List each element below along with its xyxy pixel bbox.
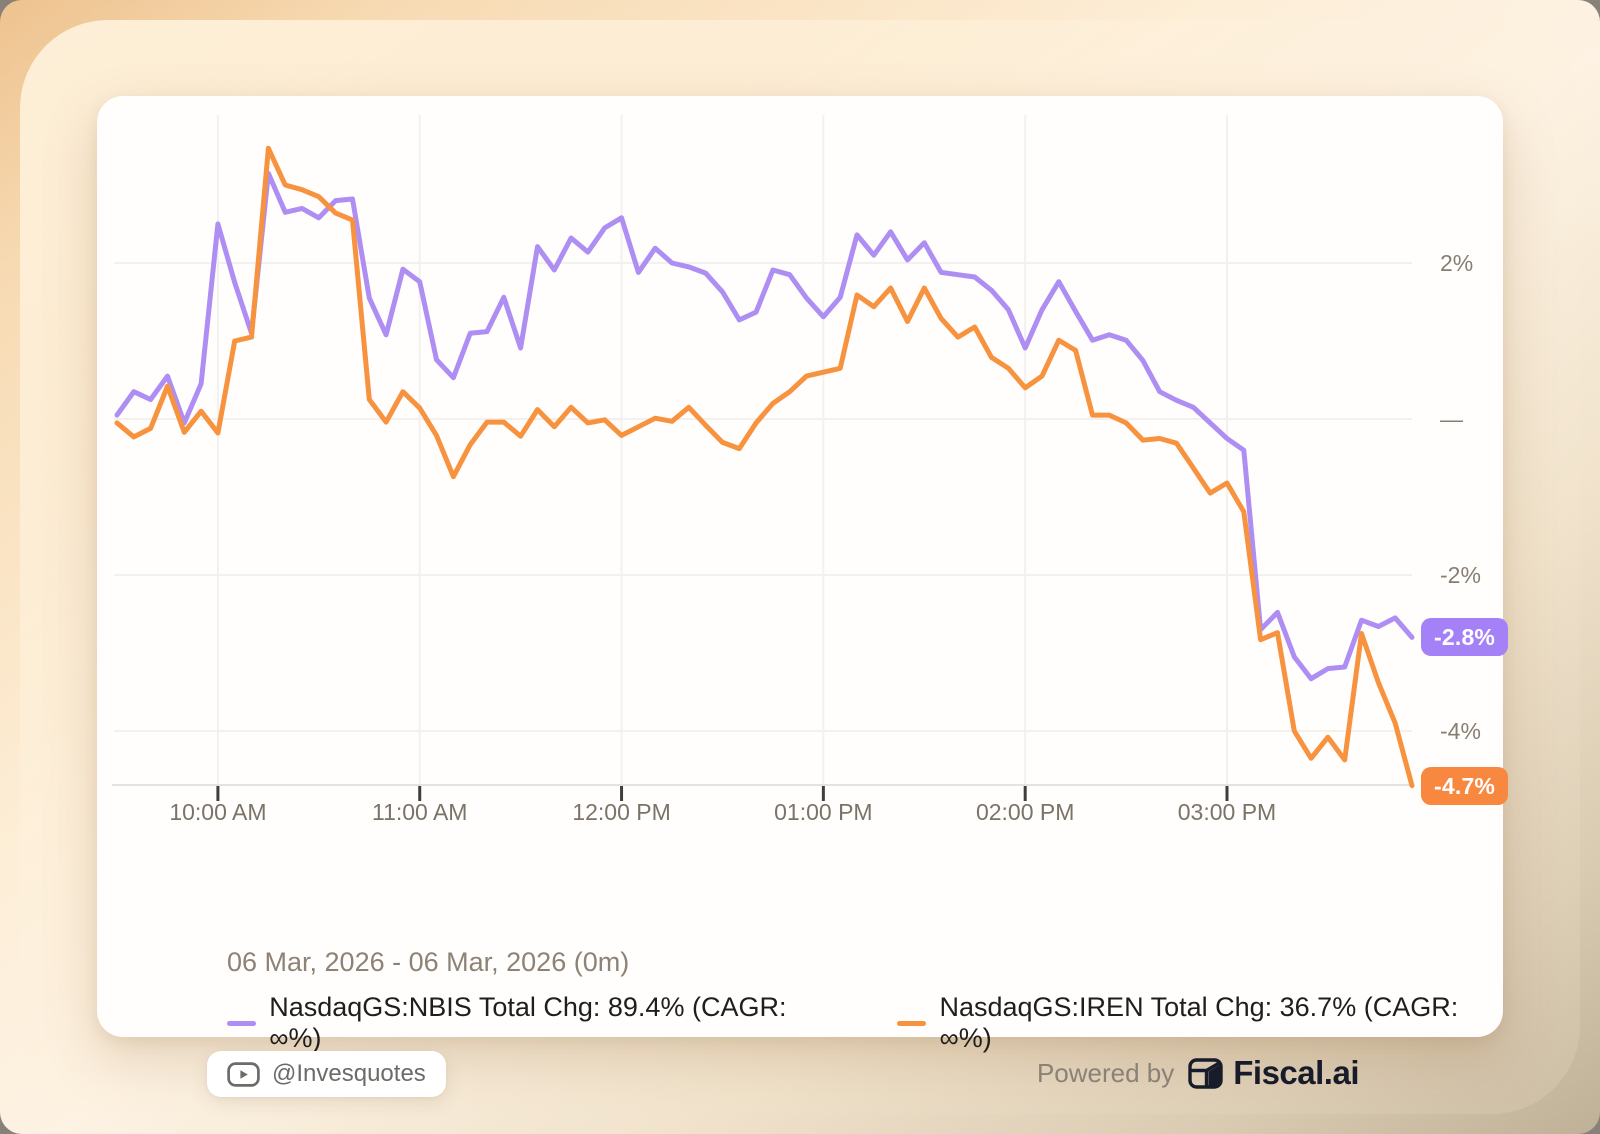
legend-swatch-nbis: [227, 1020, 257, 1026]
legend-item-iren: NasdaqGS:IREN Total Chg: 36.7% (CAGR: ∞%…: [897, 992, 1503, 1054]
legend-label-nbis: NasdaqGS:NBIS Total Chg: 89.4% (CAGR: ∞%…: [269, 992, 787, 1053]
powered-by-brand[interactable]: Powered by Fiscal.ai: [1036, 1054, 1360, 1092]
chart-legend: NasdaqGS:NBIS Total Chg: 89.4% (CAGR: ∞%…: [227, 992, 1503, 1054]
legend-item-nbis: NasdaqGS:NBIS Total Chg: 89.4% (CAGR: ∞%…: [227, 992, 831, 1054]
brand-name: Fiscal.ai: [1233, 1054, 1359, 1091]
legend-label-iren: NasdaqGS:IREN Total Chg: 36.7% (CAGR: ∞%…: [939, 992, 1459, 1053]
fiscal-logo-icon: [1188, 1057, 1223, 1089]
attribution-chip[interactable]: @Invesquotes: [207, 1051, 446, 1097]
play-icon: [227, 1061, 260, 1087]
chart-card: 06 Mar, 2026 - 06 Mar, 2026 (0m) NasdaqG…: [97, 96, 1503, 1097]
attribution-handle: @Invesquotes: [272, 1060, 426, 1087]
nbis-end-badge: -2.8%: [1421, 618, 1509, 657]
date-range-label: 06 Mar, 2026 - 06 Mar, 2026 (0m): [227, 947, 630, 977]
iren-end-badge: -4.7%: [1421, 766, 1509, 805]
legend-swatch-iren: [897, 1020, 927, 1026]
powered-by-label: Powered by: [1036, 1057, 1175, 1088]
